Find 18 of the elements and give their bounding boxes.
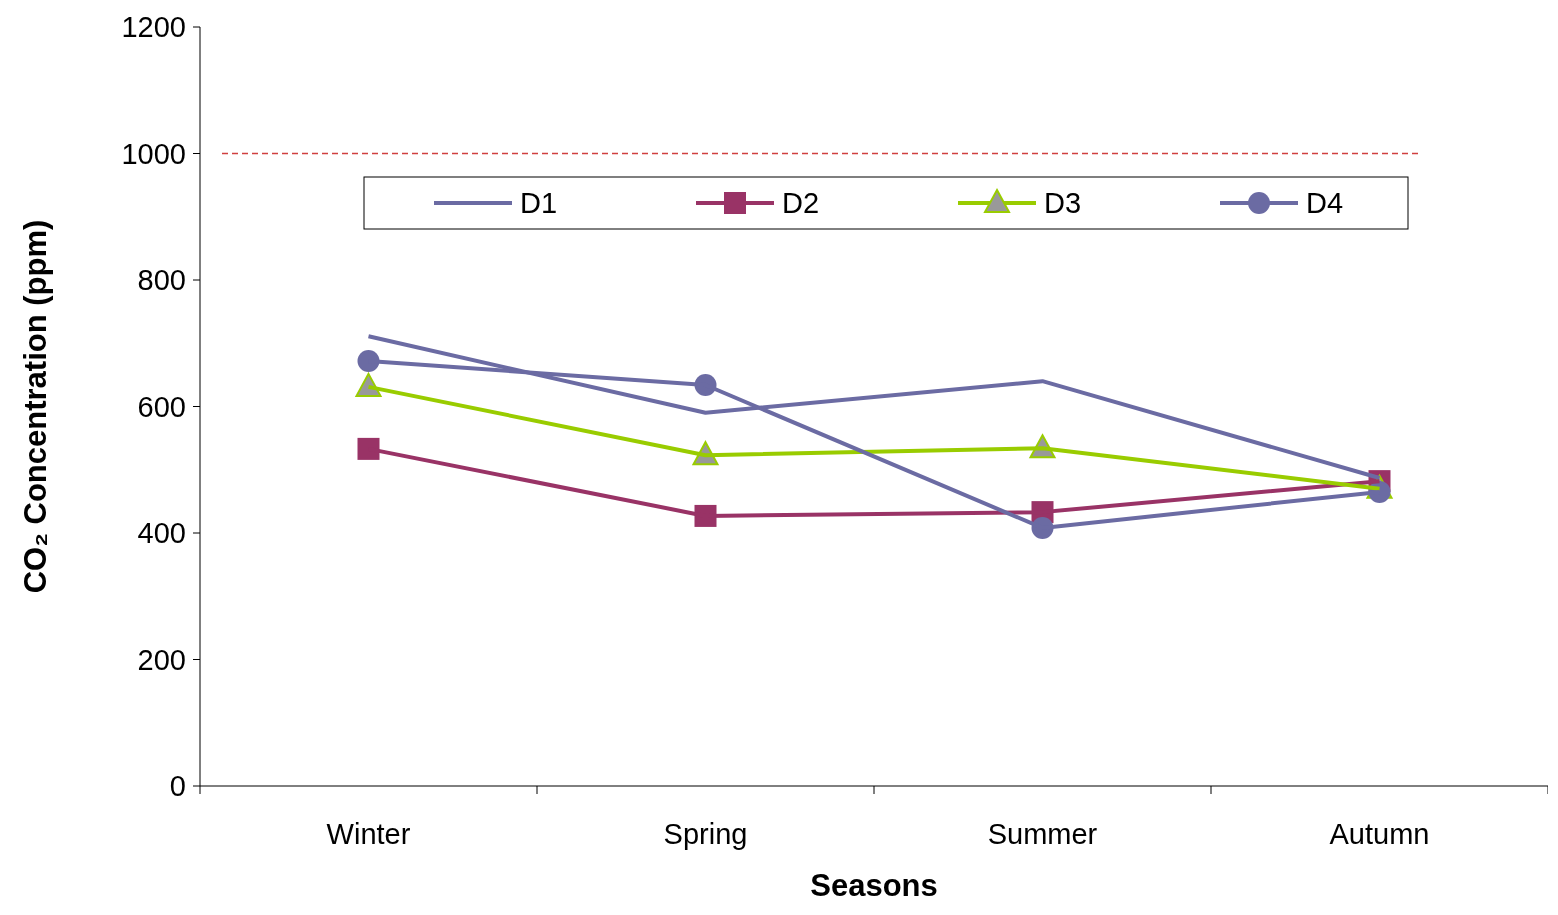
x-tick-label: Spring bbox=[663, 818, 748, 850]
y-tick-label: 0 bbox=[169, 770, 186, 803]
x-tick-label: Winter bbox=[326, 818, 411, 850]
x-axis-title: Seasons bbox=[810, 868, 938, 903]
legend-label: D3 bbox=[1044, 187, 1082, 220]
legend-label: D1 bbox=[520, 187, 558, 220]
x-tick-label: Autumn bbox=[1329, 818, 1430, 850]
y-tick-label: 1200 bbox=[121, 11, 186, 44]
y-tick-label: 600 bbox=[137, 390, 186, 423]
legend-label: D2 bbox=[782, 187, 820, 220]
y-tick-label: 400 bbox=[137, 517, 186, 550]
y-tick-label: 1000 bbox=[121, 137, 186, 170]
x-tick-label: Summer bbox=[987, 818, 1098, 850]
legend-label: D4 bbox=[1306, 187, 1344, 220]
point bbox=[357, 437, 380, 460]
y-tick-label: 200 bbox=[137, 643, 186, 676]
y-axis-title: CO₂ Concentration (ppm) bbox=[18, 219, 53, 594]
y-tick-label: 800 bbox=[137, 264, 186, 297]
